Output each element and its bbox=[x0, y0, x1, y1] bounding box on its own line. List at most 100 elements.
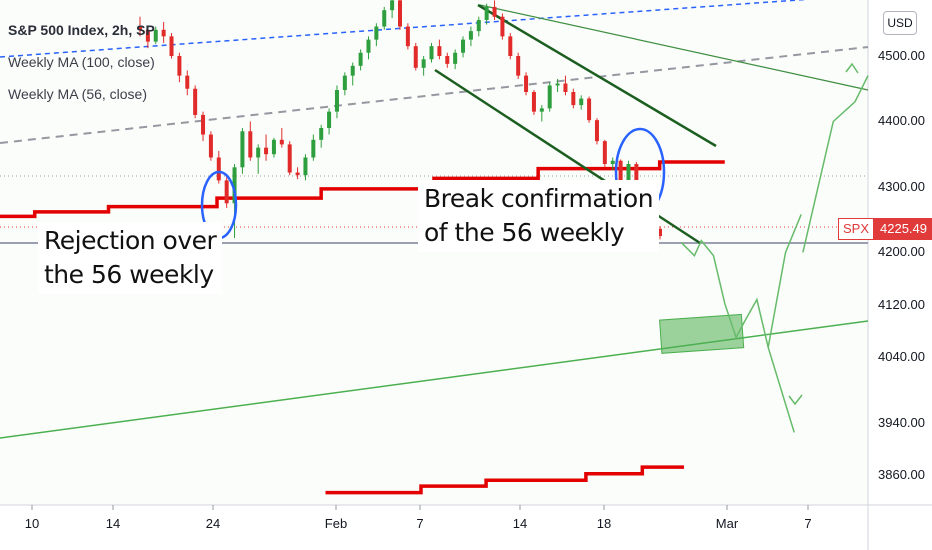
candle-body bbox=[437, 46, 442, 56]
candle-body bbox=[138, 26, 142, 30]
currency-button[interactable]: USD bbox=[883, 11, 917, 35]
candle-body bbox=[524, 75, 529, 93]
candle-body bbox=[413, 46, 418, 68]
candle-body bbox=[547, 85, 552, 109]
indicator-ma56[interactable]: Weekly MA (56, close) bbox=[8, 86, 148, 102]
candle-body bbox=[161, 29, 166, 37]
last-price-tag: SPX 4225.49 bbox=[838, 218, 932, 240]
candle-body bbox=[232, 167, 237, 204]
candle-body bbox=[342, 75, 347, 91]
target-zone bbox=[659, 313, 745, 354]
candle-body bbox=[153, 29, 158, 42]
candle-body bbox=[334, 90, 339, 112]
candle-body bbox=[208, 134, 213, 158]
candle-body bbox=[555, 83, 560, 86]
candlestick-series bbox=[138, 0, 662, 240]
price-tick-label: 3940.00 bbox=[878, 414, 925, 430]
candle-body bbox=[201, 114, 206, 135]
candle-body bbox=[319, 128, 324, 140]
candle-body bbox=[303, 157, 308, 176]
candle-body bbox=[390, 0, 395, 11]
price-tick-label: 4400.00 bbox=[878, 113, 925, 129]
candle-body bbox=[453, 52, 458, 64]
candle-body bbox=[610, 160, 615, 165]
candle-body bbox=[508, 36, 513, 56]
annotation-rejection-line2: the 56 weekly bbox=[44, 260, 214, 289]
annotation-break: Break confirmation of the 56 weekly bbox=[418, 180, 660, 252]
candle-body bbox=[366, 39, 371, 53]
candle-body bbox=[405, 26, 410, 47]
annotation-break-line2: of the 56 weekly bbox=[424, 218, 625, 247]
time-tick-label: Mar bbox=[715, 516, 739, 531]
projection-path-up bbox=[802, 75, 869, 253]
annotation-rejection-line1: Rejection over bbox=[44, 226, 217, 255]
candle-body bbox=[287, 144, 292, 173]
arrowhead-up bbox=[845, 62, 859, 74]
time-tick-label: Feb bbox=[324, 516, 348, 531]
projection-path-down bbox=[767, 347, 795, 433]
price-tick-label: 4200.00 bbox=[878, 244, 925, 260]
annotation-break-line1: Break confirmation bbox=[424, 184, 654, 213]
candle-body bbox=[240, 131, 245, 168]
blue-dashed-trendline bbox=[0, 0, 809, 58]
moving-averages bbox=[0, 160, 725, 495]
candle-body bbox=[248, 131, 253, 158]
candle-body bbox=[350, 65, 355, 76]
candle-body bbox=[563, 83, 568, 93]
candle-body bbox=[193, 88, 198, 115]
candle-body bbox=[311, 139, 316, 158]
candle-body bbox=[216, 157, 221, 181]
candle-body bbox=[327, 111, 332, 129]
candle-body bbox=[279, 139, 284, 145]
price-tick-label: 3860.00 bbox=[878, 467, 925, 482]
candle-body bbox=[539, 108, 544, 112]
candle-body bbox=[421, 59, 426, 68]
candle-body bbox=[618, 160, 623, 184]
candle-body bbox=[484, 6, 489, 20]
candle-body bbox=[382, 10, 387, 27]
candle-body bbox=[658, 228, 662, 237]
time-tick-label: 24 bbox=[205, 516, 221, 531]
candle-body bbox=[374, 26, 379, 40]
candle-body bbox=[476, 19, 481, 32]
candle-body bbox=[398, 0, 402, 27]
channel-upper-line bbox=[477, 3, 717, 148]
indicator-ma100[interactable]: Weekly MA (100, close) bbox=[8, 54, 155, 70]
candle-body bbox=[579, 98, 584, 106]
candle-body bbox=[358, 52, 363, 66]
candle-body bbox=[587, 98, 592, 121]
candle-body bbox=[264, 147, 269, 155]
candle-body bbox=[571, 92, 576, 106]
last-price-symbol: SPX bbox=[838, 218, 875, 240]
price-tick-label: 4040.00 bbox=[878, 349, 925, 365]
candle-body bbox=[516, 56, 521, 76]
candle-body bbox=[271, 139, 276, 155]
price-tick-label: 4500.00 bbox=[878, 48, 925, 63]
chart-title: S&P 500 Index, 2h, SP bbox=[8, 22, 155, 38]
projection-path-main bbox=[680, 214, 802, 348]
annotation-rejection: Rejection over the 56 weekly bbox=[38, 222, 223, 294]
projection-path bbox=[680, 62, 869, 433]
price-tick-label: 4300.00 bbox=[878, 178, 925, 194]
candle-body bbox=[500, 16, 505, 37]
arrowhead-down bbox=[788, 394, 803, 406]
candle-body bbox=[445, 56, 450, 64]
candle-body bbox=[602, 141, 607, 165]
candle-body bbox=[468, 31, 473, 40]
candle-body bbox=[185, 75, 190, 89]
last-price-value: 4225.49 bbox=[874, 218, 932, 240]
upper-green-trendline bbox=[479, 4, 869, 91]
candle-body bbox=[492, 6, 497, 17]
time-tick-label: 7 bbox=[804, 516, 812, 531]
candle-body bbox=[224, 180, 229, 204]
price-tick-label: 4120.00 bbox=[878, 296, 925, 312]
candle-body bbox=[634, 164, 639, 191]
ma100-line bbox=[325, 465, 684, 495]
candle-body bbox=[256, 147, 261, 158]
candle-body bbox=[177, 56, 182, 76]
candle-body bbox=[626, 164, 631, 184]
candle-body bbox=[169, 36, 174, 56]
time-tick-label: 18 bbox=[596, 516, 612, 531]
gray-dashed-trendline bbox=[0, 46, 869, 144]
